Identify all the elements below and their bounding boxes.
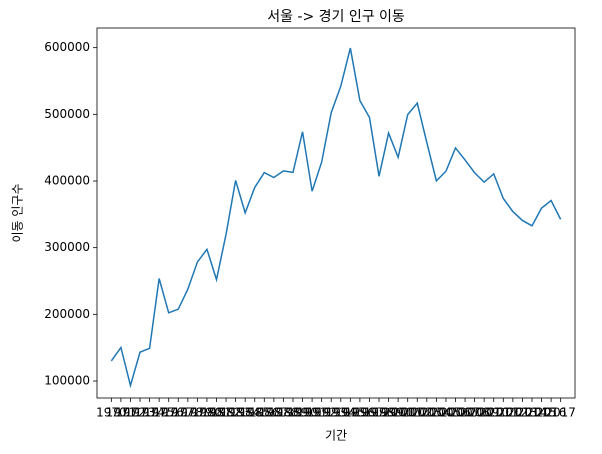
x-tick-label: 1984 xyxy=(230,406,261,420)
x-tick-label: 1998 xyxy=(364,406,395,420)
x-tick-label: 2003 xyxy=(412,406,443,420)
x-tick-label: 2010 xyxy=(478,406,509,420)
y-tick-label: 500000 xyxy=(44,107,90,121)
x-tick-label: 1975 xyxy=(144,406,175,420)
x-tick-label: 1996 xyxy=(345,406,376,420)
x-tick-label: 2017 xyxy=(545,406,576,420)
x-tick-label: 1990 xyxy=(287,406,318,420)
y-tick-label: 100000 xyxy=(44,374,90,388)
x-tick-label: 1997 xyxy=(354,406,385,420)
x-tick-label: 1992 xyxy=(306,406,337,420)
x-tick-label: 1971 xyxy=(106,406,137,420)
x-tick-label: 1994 xyxy=(326,406,357,420)
y-tick-label: 200000 xyxy=(44,307,90,321)
x-tick-label: 2015 xyxy=(526,406,557,420)
x-tick-label: 2004 xyxy=(421,406,452,420)
x-tick-label: 1973 xyxy=(125,406,156,420)
x-tick-label: 1978 xyxy=(173,406,204,420)
y-tick-label: 400000 xyxy=(44,174,90,188)
x-tick-label: 1979 xyxy=(182,406,213,420)
x-tick-label: 1995 xyxy=(335,406,366,420)
x-tick-label: 1991 xyxy=(297,406,328,420)
x-tick-label: 1999 xyxy=(373,406,404,420)
x-tick-label: 2000 xyxy=(383,406,414,420)
y-tick-label: 300000 xyxy=(44,240,90,254)
x-tick-label: 1976 xyxy=(153,406,184,420)
x-tick-label: 1993 xyxy=(316,406,347,420)
x-tick-label: 2009 xyxy=(469,406,500,420)
x-tick-label: 1977 xyxy=(163,406,194,420)
x-tick-label: 2011 xyxy=(488,406,519,420)
x-tick-label: 1986 xyxy=(249,406,280,420)
plot-frame xyxy=(96,27,576,399)
x-tick-label: 1972 xyxy=(115,406,146,420)
x-tick-label: 1980 xyxy=(192,406,223,420)
x-tick-label: 1981 xyxy=(201,406,232,420)
x-tick-label: 2012 xyxy=(498,406,529,420)
y-axis-label: 이동 인구수 xyxy=(11,183,25,242)
data-line xyxy=(110,47,562,389)
x-tick-label: 1987 xyxy=(259,406,290,420)
x-tick-label: 2008 xyxy=(459,406,490,420)
x-tick-label: 1983 xyxy=(220,406,251,420)
x-tick-label: 2001 xyxy=(392,406,423,420)
x-tick-label: 1974 xyxy=(134,406,165,420)
x-tick-label: 1982 xyxy=(211,406,242,420)
chart-title: 서울 -> 경기 인구 이동 xyxy=(267,9,405,25)
x-tick-label: 1970 xyxy=(96,406,127,420)
x-tick-label: 2002 xyxy=(402,406,433,420)
x-tick-label: 2016 xyxy=(536,406,567,420)
x-tick-label: 2006 xyxy=(440,406,471,420)
x-tick-label: 2014 xyxy=(517,406,548,420)
x-tick-label: 1988 xyxy=(268,406,299,420)
y-tick-label: 600000 xyxy=(44,40,90,54)
x-tick-label: 2007 xyxy=(450,406,481,420)
x-tick-label: 2013 xyxy=(507,406,538,420)
x-axis-label: 기간 xyxy=(325,429,347,443)
x-tick-label: 1985 xyxy=(239,406,270,420)
x-tick-label: 2005 xyxy=(431,406,462,420)
x-tick-label: 1989 xyxy=(278,406,309,420)
